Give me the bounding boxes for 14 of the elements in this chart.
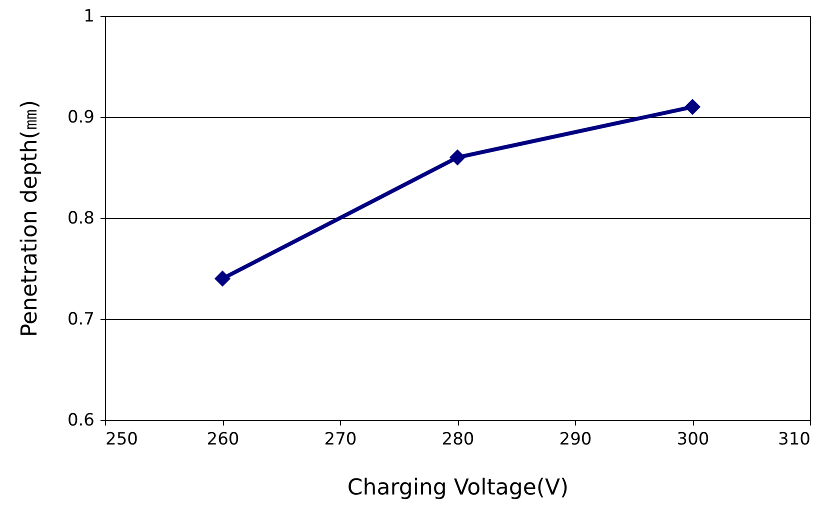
x-tick-label: 250 bbox=[106, 430, 138, 450]
x-tick-label: 290 bbox=[559, 430, 592, 450]
x-tick-label: 270 bbox=[324, 430, 357, 450]
y-tick-label: 0.6 bbox=[67, 410, 94, 430]
y-tick-label: 0.9 bbox=[67, 108, 94, 128]
y-tick-label: 1 bbox=[84, 6, 94, 26]
x-tick-label: 260 bbox=[206, 430, 240, 450]
x-tick-label: 280 bbox=[442, 430, 474, 450]
y-axis-title: Penetration depth(㎜) bbox=[17, 100, 42, 337]
x-tick-label: 300 bbox=[676, 430, 710, 450]
x-axis-title: Charging Voltage(V) bbox=[347, 476, 569, 500]
y-tick-label: 0.7 bbox=[67, 310, 94, 330]
x-tick-label: 310 bbox=[778, 430, 810, 450]
y-tick-label: 0.8 bbox=[67, 208, 94, 228]
